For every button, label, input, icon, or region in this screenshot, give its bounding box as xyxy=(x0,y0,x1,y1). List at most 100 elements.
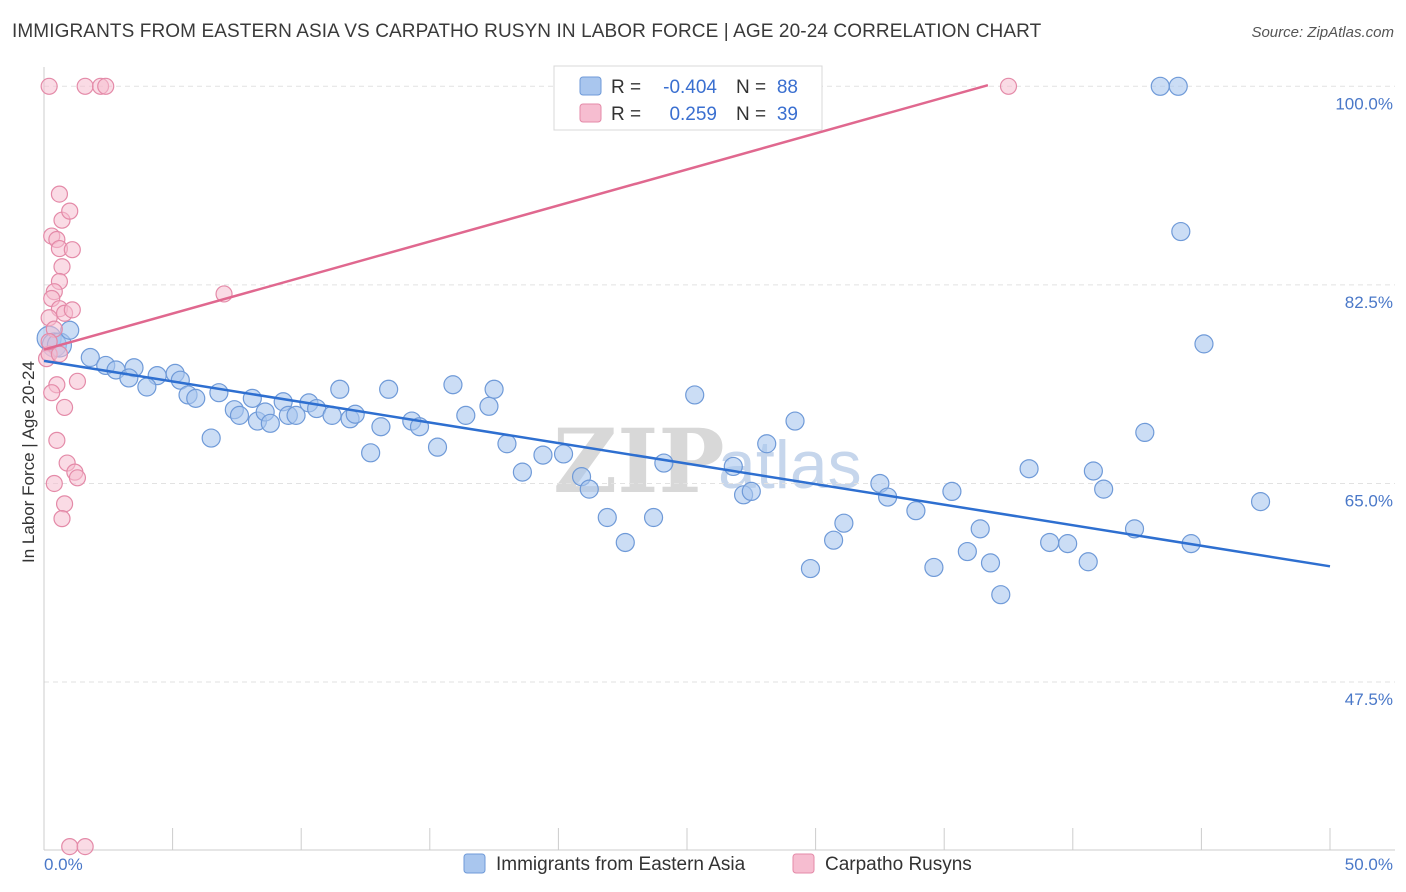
point-eastern-asia xyxy=(137,377,157,397)
point-carpatho-rusyn xyxy=(48,431,66,449)
point-eastern-asia xyxy=(970,519,990,539)
point-eastern-asia xyxy=(497,434,517,454)
point-eastern-asia xyxy=(924,557,944,578)
point-carpatho-rusyn xyxy=(68,372,87,390)
series-legend-label-blue: Immigrants from Eastern Asia xyxy=(496,854,746,875)
point-carpatho-rusyn xyxy=(55,495,74,513)
y-axis-label: In Labor Force | Age 20-24 xyxy=(19,361,38,563)
x-tick-labels: 0.0% 50.0% xyxy=(44,855,1393,874)
series-carpatho-rusyn-points xyxy=(37,77,1018,856)
point-eastern-asia xyxy=(1168,76,1188,96)
x-tick-label-0: 0.0% xyxy=(44,855,83,874)
point-eastern-asia xyxy=(800,558,821,579)
point-eastern-asia xyxy=(597,507,617,528)
point-eastern-asia xyxy=(980,553,1001,573)
point-eastern-asia xyxy=(741,481,761,502)
point-eastern-asia xyxy=(685,385,705,405)
point-carpatho-rusyn xyxy=(53,510,71,528)
point-eastern-asia xyxy=(1250,492,1271,512)
point-eastern-asia xyxy=(479,396,499,416)
point-eastern-asia xyxy=(1135,422,1155,442)
legend-n-value-2: 39 xyxy=(777,104,798,125)
point-eastern-asia xyxy=(1040,532,1060,553)
point-carpatho-rusyn xyxy=(63,301,81,319)
legend-n-label-1: N = xyxy=(736,77,766,98)
point-eastern-asia xyxy=(643,507,664,528)
point-eastern-asia xyxy=(1171,221,1191,242)
point-eastern-asia xyxy=(991,585,1011,605)
point-eastern-asia xyxy=(427,437,448,457)
point-eastern-asia xyxy=(757,434,777,454)
point-carpatho-rusyn xyxy=(40,77,58,95)
point-eastern-asia xyxy=(1150,76,1170,96)
point-carpatho-rusyn xyxy=(76,837,94,856)
legend-r-value-1: -0.404 xyxy=(663,77,717,98)
point-carpatho-rusyn xyxy=(43,384,61,402)
point-eastern-asia xyxy=(484,379,504,399)
point-carpatho-rusyn xyxy=(40,333,58,351)
point-carpatho-rusyn xyxy=(55,398,74,417)
watermark: ZIP atlas xyxy=(553,409,862,513)
point-carpatho-rusyn xyxy=(76,77,94,95)
point-eastern-asia xyxy=(824,530,844,550)
point-eastern-asia xyxy=(1094,479,1114,499)
legend-r-label-1: R = xyxy=(611,77,641,98)
x-tick-label-1: 50.0% xyxy=(1345,855,1393,874)
legend-r-value-2: 0.259 xyxy=(669,104,717,125)
point-eastern-asia xyxy=(1058,534,1078,554)
legend-r-label-2: R = xyxy=(611,104,641,125)
series-legend-label-pink: Carpatho Rusyns xyxy=(825,854,972,875)
point-eastern-asia xyxy=(60,320,80,340)
point-eastern-asia xyxy=(186,388,206,408)
point-eastern-asia xyxy=(260,413,280,433)
legend-swatch-pink xyxy=(579,103,602,123)
y-tick-labels: 47.5% 65.0% 82.5% 100.0% xyxy=(1335,94,1393,709)
point-eastern-asia xyxy=(512,462,532,482)
series-legend-swatch-pink xyxy=(792,853,815,874)
point-eastern-asia xyxy=(553,444,574,464)
point-carpatho-rusyn xyxy=(999,77,1018,95)
point-carpatho-rusyn xyxy=(45,474,63,493)
gridlines xyxy=(44,85,1395,683)
point-eastern-asia xyxy=(1019,459,1039,479)
point-eastern-asia xyxy=(345,404,365,424)
point-eastern-asia xyxy=(1083,461,1103,481)
trend-line-carpatho-rusyn xyxy=(43,83,989,351)
point-eastern-asia xyxy=(1078,552,1098,572)
series-legend: Immigrants from Eastern Asia Carpatho Ru… xyxy=(463,853,972,875)
point-eastern-asia xyxy=(1194,334,1214,354)
legend-n-value-1: 88 xyxy=(777,77,798,98)
point-eastern-asia xyxy=(942,481,962,502)
trend-lines xyxy=(43,83,1331,568)
y-tick-label-1: 65.0% xyxy=(1345,491,1393,510)
correlation-legend: R = -0.404 N = 88 R = 0.259 N = 39 xyxy=(553,65,823,131)
point-eastern-asia xyxy=(456,405,476,425)
point-carpatho-rusyn xyxy=(50,185,69,203)
point-eastern-asia xyxy=(201,428,221,448)
point-eastern-asia xyxy=(785,411,805,431)
point-eastern-asia xyxy=(330,379,350,399)
point-eastern-asia xyxy=(229,405,250,425)
legend-n-label-2: N = xyxy=(736,104,766,125)
point-eastern-asia xyxy=(615,532,635,553)
point-eastern-asia xyxy=(443,375,463,395)
legend-swatch-blue xyxy=(579,76,602,96)
point-carpatho-rusyn xyxy=(68,469,87,487)
y-tick-label-3: 100.0% xyxy=(1335,94,1393,113)
series-eastern-asia-points xyxy=(36,76,1271,605)
y-tick-label-0: 47.5% xyxy=(1345,690,1393,709)
point-eastern-asia xyxy=(371,417,391,437)
point-eastern-asia xyxy=(906,501,926,521)
point-eastern-asia xyxy=(209,383,229,403)
point-carpatho-rusyn xyxy=(97,77,115,95)
point-eastern-asia xyxy=(286,405,306,425)
axes xyxy=(43,67,1395,851)
point-carpatho-rusyn xyxy=(61,837,79,856)
trend-line-eastern-asia xyxy=(43,359,1331,568)
source-credit: Source: ZipAtlas.com xyxy=(1251,24,1394,41)
point-eastern-asia xyxy=(361,443,381,463)
point-carpatho-rusyn xyxy=(61,202,79,220)
series-legend-swatch-blue xyxy=(463,853,486,874)
point-eastern-asia xyxy=(379,379,399,399)
